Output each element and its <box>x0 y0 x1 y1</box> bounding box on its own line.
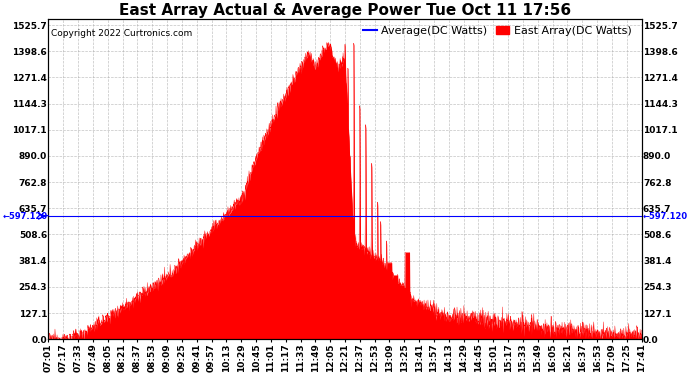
Legend: Average(DC Watts), East Array(DC Watts): Average(DC Watts), East Array(DC Watts) <box>359 21 636 40</box>
Text: ←: ← <box>39 211 48 221</box>
Text: ←: ← <box>39 211 48 221</box>
Text: ←597.120: ←597.120 <box>642 212 687 221</box>
Text: ←597.120: ←597.120 <box>3 212 48 221</box>
Title: East Array Actual & Average Power Tue Oct 11 17:56: East Array Actual & Average Power Tue Oc… <box>119 3 571 18</box>
Text: Copyright 2022 Curtronics.com: Copyright 2022 Curtronics.com <box>51 28 193 38</box>
